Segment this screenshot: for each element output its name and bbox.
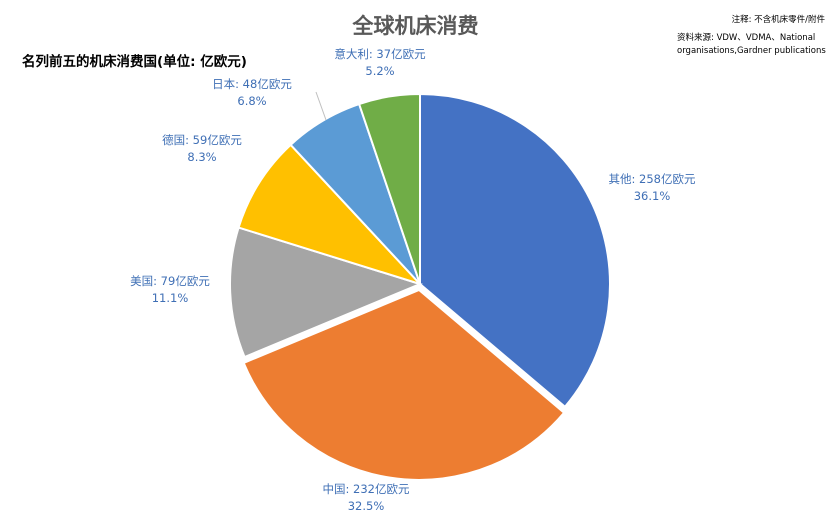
slice-percent-label: 6.8%	[237, 94, 266, 108]
chart-title: 全球机床消费	[352, 14, 479, 38]
pie-slice-1	[419, 92, 611, 409]
slice-percent-label: 11.1%	[152, 291, 189, 305]
slice-percent-label: 8.3%	[187, 150, 216, 164]
slice-label: 其他: 258亿欧元	[609, 172, 696, 186]
slice-percent-label: 5.2%	[365, 64, 394, 78]
chart-source: 资料来源: VDW、VDMA、National organisations,Ga…	[677, 33, 826, 56]
slice-label: 日本: 48亿欧元	[212, 77, 292, 91]
slice-label: 美国: 79亿欧元	[130, 274, 210, 288]
chart-subtitle: 名列前五的机床消费国(单位: 亿欧元)	[22, 54, 247, 70]
chart-note: 注释: 不含机床零件/附件	[731, 15, 825, 25]
pie-slice-2	[242, 288, 566, 481]
slice-label: 中国: 232亿欧元	[323, 482, 410, 496]
slice-label: 意大利: 37亿欧元	[334, 47, 426, 61]
slice-label: 德国: 59亿欧元	[162, 133, 242, 147]
slice-percent-label: 32.5%	[348, 499, 385, 513]
pie-slice-6	[357, 92, 421, 285]
pie-slice-4	[237, 143, 424, 287]
pie-slice-3	[229, 226, 423, 359]
slice-percent-label: 36.1%	[634, 189, 671, 203]
leader-line	[315, 91, 327, 121]
